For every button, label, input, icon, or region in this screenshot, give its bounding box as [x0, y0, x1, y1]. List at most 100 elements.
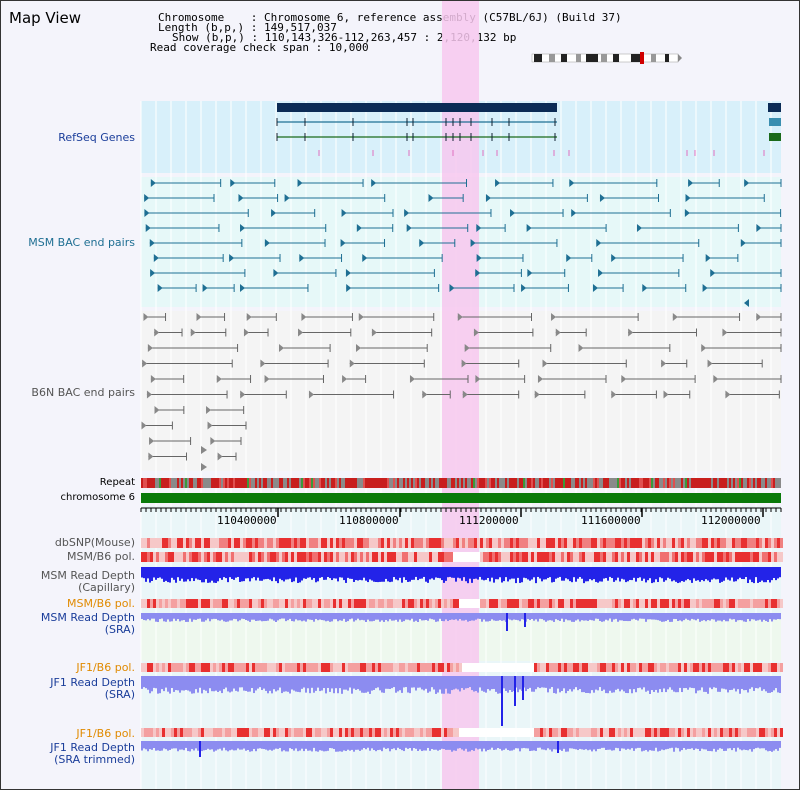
depth-bar: [733, 613, 735, 620]
ideogram-position-marker: [640, 52, 644, 64]
heat-cell: [717, 663, 720, 672]
heat-cell: [432, 663, 435, 672]
depth-bar: [469, 741, 471, 752]
repeat-segment: [387, 478, 389, 488]
repeat-segment: [171, 478, 173, 488]
depth-bar: [683, 741, 685, 748]
heat-cell: [780, 552, 783, 562]
depth-bar: [671, 567, 673, 582]
depth-bar: [727, 567, 729, 580]
heat-cell: [636, 728, 639, 737]
depth-bar: [623, 567, 625, 580]
depth-bar: [339, 613, 341, 621]
repeat-segment: [435, 478, 437, 488]
heat-cell: [315, 538, 318, 548]
heat-cell: [198, 663, 201, 672]
depth-bar: [719, 567, 721, 583]
depth-bar: [411, 613, 413, 619]
heat-cell: [519, 538, 522, 548]
depth-bar: [269, 676, 271, 691]
heat-cell: [540, 663, 543, 672]
depth-bar: [153, 676, 155, 688]
heat-cell: [357, 552, 360, 562]
track-label-msm-bac[interactable]: MSM BAC end pairs: [28, 236, 135, 249]
track-label-refseq[interactable]: RefSeq Genes: [58, 131, 135, 144]
depth-bar: [177, 741, 179, 752]
heat-cell: [678, 728, 681, 737]
depth-bar: [459, 741, 461, 749]
heat-cell: [552, 552, 555, 562]
heat-cell: [663, 552, 666, 562]
depth-bar: [533, 741, 535, 751]
depth-bar: [267, 613, 269, 621]
depth-bar: [591, 613, 593, 621]
heat-cell: [180, 663, 183, 672]
track-label-b6n-bac[interactable]: B6N BAC end pairs: [31, 386, 135, 399]
repeat-segment: [367, 478, 369, 488]
heat-cell: [204, 552, 207, 562]
heat-cell: [654, 599, 657, 608]
repeat-segment: [507, 478, 509, 488]
depth-bar: [621, 676, 623, 690]
heat-cell: [141, 663, 144, 672]
repeat-segment: [585, 478, 587, 488]
heat-cell: [399, 599, 402, 608]
heat-cell: [768, 552, 771, 562]
heat-cell: [522, 663, 525, 672]
depth-bar: [403, 741, 405, 752]
depth-bar: [309, 676, 311, 694]
repeat-segment: [385, 478, 387, 488]
info-read-span-row: Read coverage check span : 10,000: [150, 41, 369, 54]
depth-bar: [177, 567, 179, 578]
heat-cell: [183, 663, 186, 672]
heat-cell: [438, 599, 441, 608]
depth-bar: [763, 676, 765, 690]
depth-bar: [513, 741, 515, 750]
heat-cell: [591, 538, 594, 548]
depth-bar: [215, 613, 217, 619]
depth-bar: [361, 676, 363, 693]
heat-cell: [429, 663, 432, 672]
repeat-segment: [195, 478, 197, 488]
repeat-segment: [449, 478, 451, 488]
depth-bar: [539, 567, 541, 579]
heat-cell: [375, 728, 378, 737]
depth-bar: [311, 741, 313, 752]
repeat-segment: [761, 478, 763, 488]
msm-bac-end: [238, 194, 244, 202]
depth-bar: [231, 676, 233, 692]
heat-cell: [522, 538, 525, 548]
depth-bar: [517, 567, 519, 578]
heat-cell: [759, 552, 762, 562]
b6n-bac-end: [713, 375, 719, 383]
b6n-bac-end: [190, 328, 196, 337]
repeat-segment: [775, 478, 777, 488]
heat-cell: [165, 538, 168, 548]
heat-cell: [495, 538, 498, 548]
depth-bar: [505, 676, 507, 691]
depth-bar: [701, 741, 703, 749]
depth-bar: [415, 676, 417, 691]
heat-cell: [363, 599, 366, 608]
depth-bar: [327, 741, 329, 751]
depth-bar: [195, 567, 197, 579]
heat-cell: [597, 728, 600, 737]
heat-cell: [432, 728, 435, 737]
heat-cell: [375, 599, 378, 608]
depth-bar: [431, 613, 433, 620]
depth-bar: [229, 741, 231, 751]
depth-bar: [179, 741, 181, 750]
depth-bar: [449, 613, 451, 620]
depth-bar: [401, 613, 403, 622]
heat-cell: [669, 599, 672, 608]
depth-bar: [277, 741, 279, 749]
depth-spike: [522, 676, 524, 700]
heat-cell: [555, 663, 558, 672]
depth-bar: [629, 676, 631, 690]
heat-cell: [651, 538, 654, 548]
depth-bar: [301, 567, 303, 581]
ideogram-band: [561, 54, 567, 62]
heat-cell: [591, 728, 594, 737]
depth-bar: [331, 567, 333, 581]
